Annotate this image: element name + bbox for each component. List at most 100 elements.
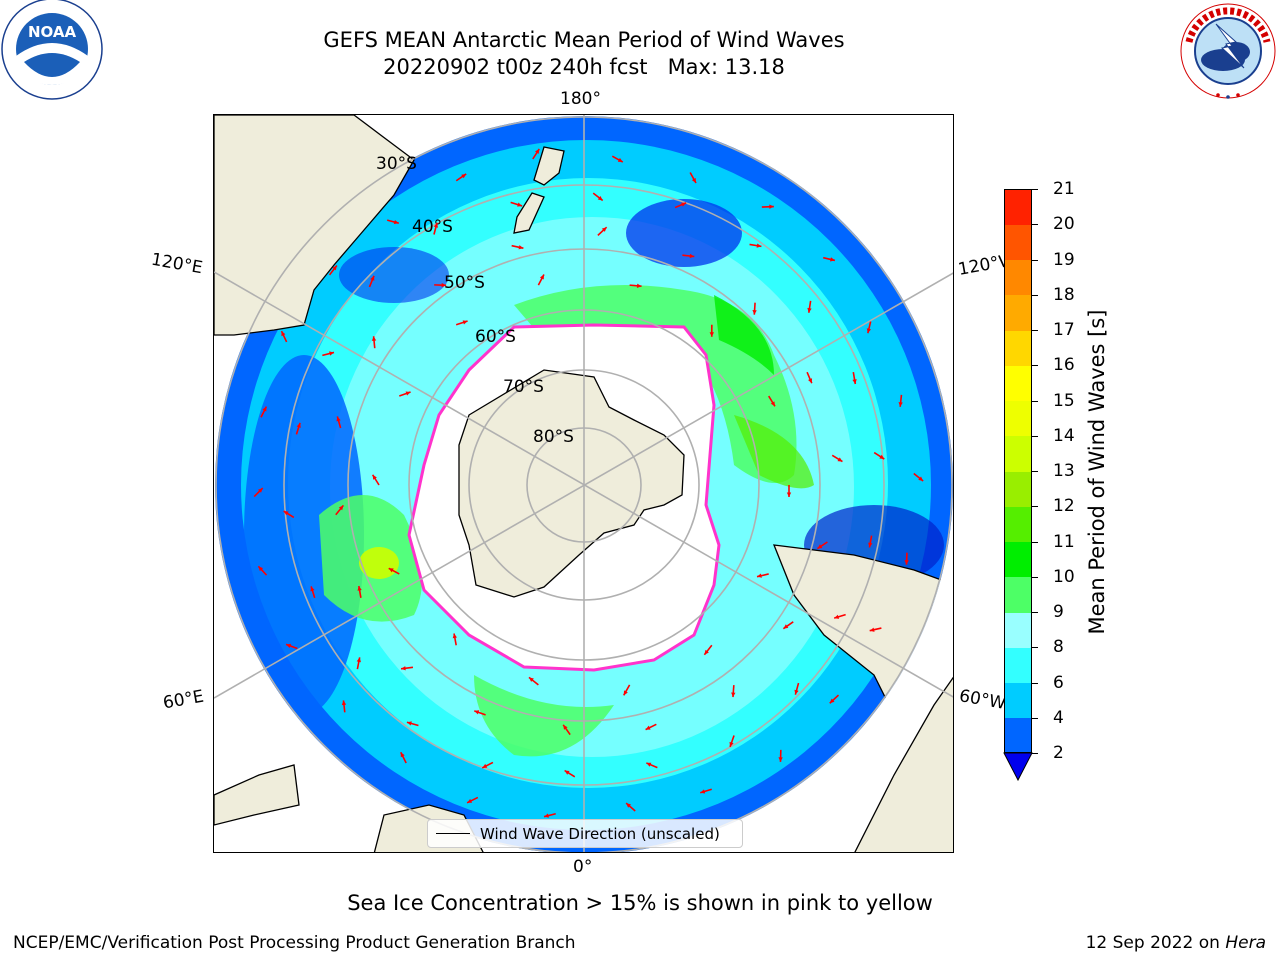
wave-arrow-head <box>898 402 903 407</box>
colorbar-tick-label: 17 <box>1053 320 1075 340</box>
wave-arrow-head <box>296 422 301 428</box>
wave-arrow-head <box>356 657 361 663</box>
chart-subtitle: 20220902 t00z 240h fcst Max: 13.18 <box>383 55 785 79</box>
colorbar-tick-mark <box>1032 435 1038 437</box>
lon-label-bottom: 0° <box>573 857 593 877</box>
wave-arrow-head <box>783 624 789 629</box>
wave-arrow-head <box>281 331 286 337</box>
chart-title: GEFS MEAN Antarctic Mean Period of Wind … <box>323 28 845 52</box>
wave-arrow-head <box>544 813 549 818</box>
wave-arrow-head <box>535 148 540 154</box>
wave-arrow-head <box>329 351 334 356</box>
blue-band-west <box>244 355 364 715</box>
colorbar-segment <box>1004 365 1032 401</box>
lon-label-left-upper: 120°E <box>149 249 205 279</box>
lat-label-50s: 50°S <box>444 273 485 293</box>
wave-arrow-head <box>601 227 607 232</box>
new-zealand-north <box>533 146 565 186</box>
colorbar-frame <box>1004 189 1032 753</box>
wave-arrow-head <box>778 757 783 762</box>
colorbar-tick-label: 20 <box>1053 214 1075 235</box>
nws-logo <box>1178 2 1278 100</box>
wave-arrow-head <box>262 406 267 412</box>
wave-arrow-head <box>691 178 696 184</box>
wave-arrow-head <box>830 257 835 262</box>
wave-arrow-head <box>371 336 377 341</box>
colorbar-tick-label: 14 <box>1053 425 1075 446</box>
wave-arrow-head <box>341 700 347 706</box>
colorbar-tick-label: 15 <box>1053 390 1075 411</box>
wave-arrow-head <box>700 789 706 794</box>
colorbar-tick-label: 18 <box>1053 284 1075 305</box>
lon-label-top: 180° <box>560 89 601 109</box>
colorbar-tick-label: 16 <box>1053 355 1075 376</box>
wave-arrow-head <box>817 544 823 549</box>
colorbar-tick-label: 6 <box>1053 672 1064 693</box>
colorbar-segment <box>1004 682 1032 719</box>
wave-arrow-head <box>904 560 909 565</box>
colorbar-tick-mark <box>1032 612 1038 613</box>
wave-arrow-head <box>837 457 843 462</box>
meridian-60e-120w <box>214 272 953 699</box>
wave-arrow-head <box>332 265 337 271</box>
wave-arrow-head <box>462 320 468 325</box>
wave-arrow-head <box>518 245 524 250</box>
wave-arrow-head <box>286 643 292 648</box>
footer-credit: NCEP/EMC/Verification Post Processing Pr… <box>13 933 576 953</box>
wave-arrow-head <box>756 243 762 248</box>
colorbar-segment <box>1004 506 1032 542</box>
graticule <box>214 115 953 852</box>
wave-arrow-head <box>752 310 757 315</box>
colorbar-under-triangle <box>1003 752 1033 782</box>
australia <box>214 115 415 336</box>
colorbar-segment <box>1004 400 1032 437</box>
footer-host: Hera <box>1225 933 1266 953</box>
lon-label-left-lower: 60°E <box>161 686 206 714</box>
colorbar-tick-mark <box>1032 259 1038 261</box>
green-core-ne <box>734 415 814 489</box>
new-zealand-south <box>513 192 545 234</box>
wave-arrow-head <box>636 283 642 288</box>
wave-arrow-head <box>338 505 344 511</box>
lat-label-30s: 30°S <box>376 154 417 174</box>
colorbar-segment <box>1004 717 1032 754</box>
wave-arrow-head <box>310 586 315 592</box>
blue-patch-north <box>626 199 742 267</box>
colorbar-segment <box>1004 330 1032 366</box>
colorbar-segment <box>1004 435 1032 472</box>
colorbar-tick-mark <box>1032 365 1038 367</box>
wave-arrow-head <box>564 770 570 775</box>
wave-arrow-head <box>452 633 457 639</box>
colorbar-tick-label: 10 <box>1053 566 1075 587</box>
colorbar-tick-mark <box>1032 330 1038 331</box>
wave-arrow-head <box>405 391 411 396</box>
lat-label-60s: 60°S <box>475 327 516 347</box>
footer-date-text: 12 Sep 2022 on <box>1085 933 1220 953</box>
wave-arrow-head <box>258 566 264 572</box>
colorbar-segment <box>1004 259 1032 296</box>
colorbar-tick-mark <box>1032 294 1038 296</box>
colorbar-tick-label: 8 <box>1053 637 1064 658</box>
wave-arrow-head <box>393 219 399 225</box>
lat-label-70s: 70°S <box>503 377 544 397</box>
colorbar-segment <box>1004 647 1032 683</box>
wave-arrow-head <box>597 196 603 201</box>
colorbar-tick-mark <box>1032 576 1038 578</box>
wave-arrow-head <box>829 698 835 704</box>
wave-arrow-head <box>433 222 438 228</box>
colorbar-tick-mark <box>1032 682 1038 684</box>
wave-arrow-head <box>283 511 289 516</box>
wave-arrow-head <box>757 573 762 578</box>
wave-arrow-head <box>563 724 568 730</box>
colorbar-tick-label: 9 <box>1053 602 1064 622</box>
wave-arrow-head <box>482 763 488 768</box>
wave-arrow-head <box>645 725 651 730</box>
wave-arrow-head <box>401 666 406 671</box>
antarctica <box>458 369 685 598</box>
wave-arrow-head <box>528 677 534 682</box>
wave-arrow-head <box>357 585 362 591</box>
africa-west <box>854 676 953 852</box>
wind-wave-arrows <box>253 148 924 818</box>
madagascar <box>214 764 300 826</box>
lat-label-40s: 40°S <box>412 217 453 237</box>
